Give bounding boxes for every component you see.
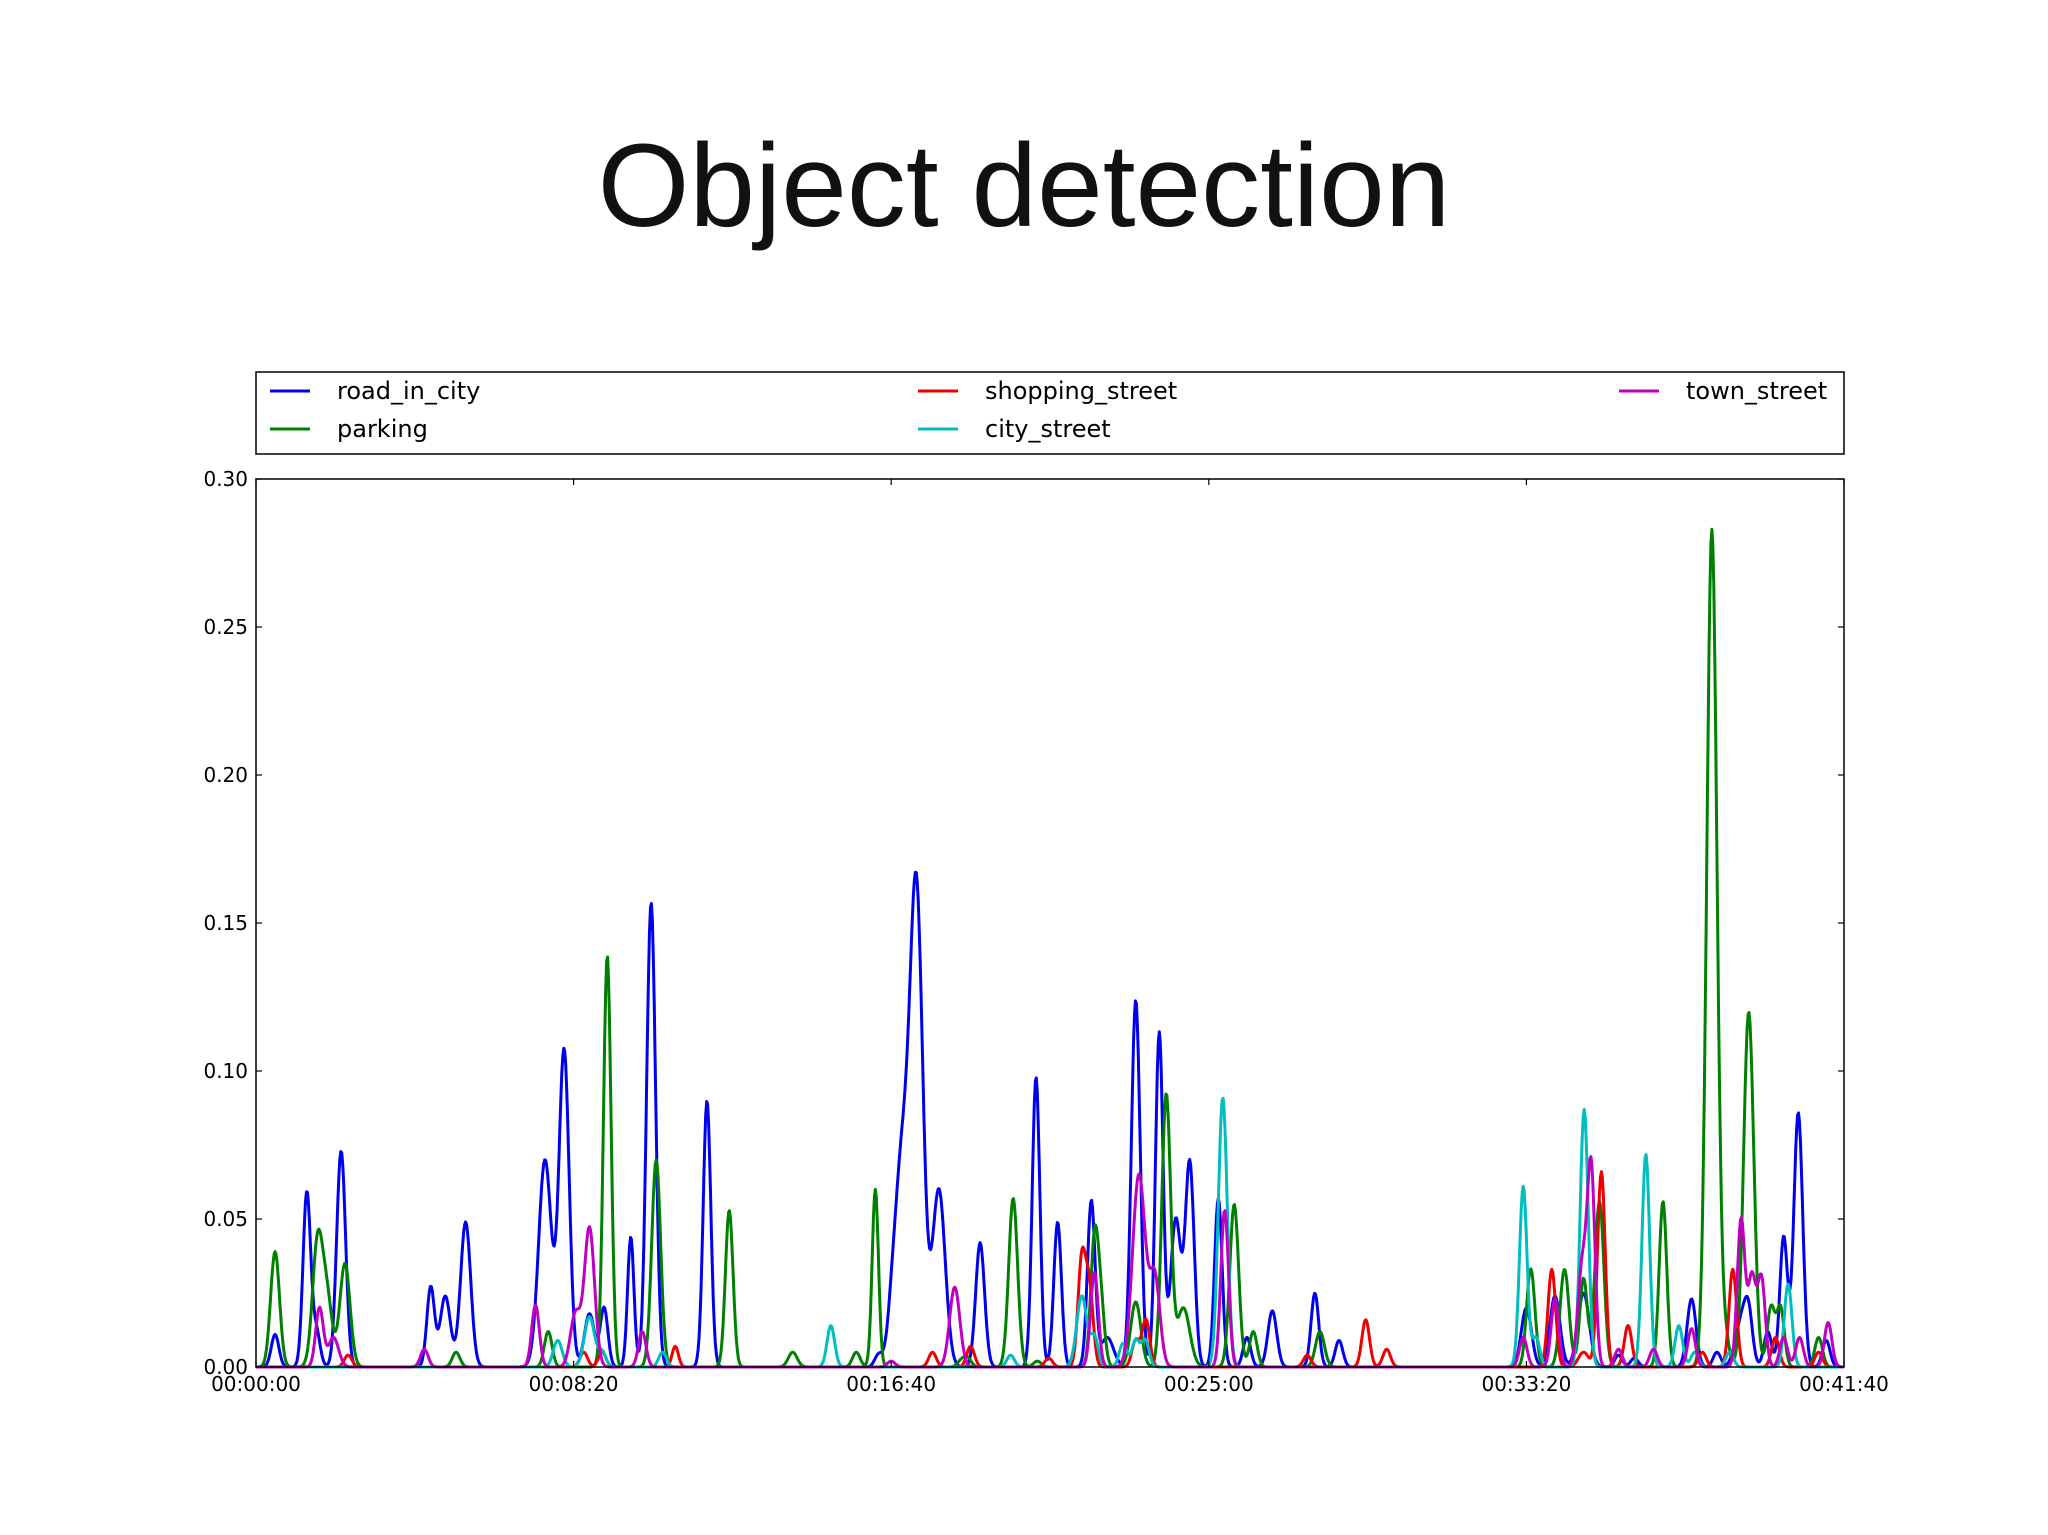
y-tick-label: 0.00 [203,1355,248,1379]
x-tick-label: 00:08:20 [529,1372,619,1396]
x-tick-label: 00:16:40 [846,1372,936,1396]
legend-label: shopping_street [985,377,1177,405]
x-tick-label: 00:00:00 [211,1372,301,1396]
y-tick-label: 0.30 [203,467,248,491]
x-tick-label: 00:41:40 [1799,1372,1889,1396]
y-tick-label: 0.05 [203,1207,248,1231]
y-tick-label: 0.20 [203,763,248,787]
y-tick-label: 0.10 [203,1059,248,1083]
legend-label: road_in_city [337,377,480,405]
x-tick-label: 00:33:20 [1481,1372,1571,1396]
y-tick-label: 0.15 [203,911,248,935]
axes-layer: 00:00:00 00:08:20 00:16:40 00:25:00 00:33:20… [203,467,1888,1396]
y-tick-label: 0.25 [203,615,248,639]
legend-label: parking [337,415,428,443]
legend-box [255,371,1845,455]
legend-label: town_street [1686,377,1827,405]
slide-title: Object detection [597,120,1451,252]
x-tick-label: 00:25:00 [1164,1372,1254,1396]
legend-label: city_street [985,415,1111,443]
